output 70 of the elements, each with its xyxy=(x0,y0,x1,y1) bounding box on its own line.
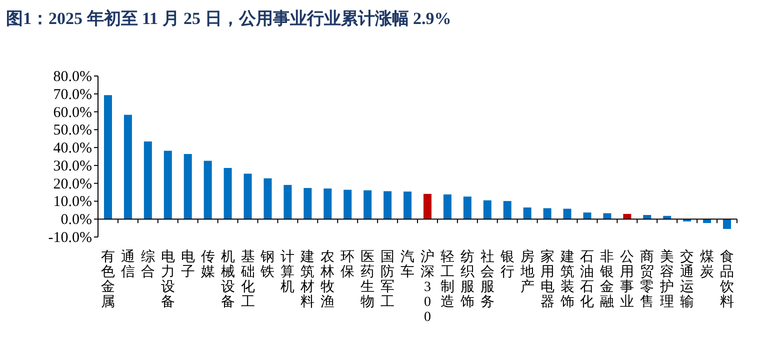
x-tick-label: 社会服务 xyxy=(480,249,494,310)
x-tick-label: 通信 xyxy=(120,249,135,280)
bar xyxy=(404,192,412,220)
x-tick-label: 建筑材料 xyxy=(300,249,315,310)
x-tick-label: 沪深300 xyxy=(420,249,434,325)
y-tick-label: 40.0% xyxy=(53,140,92,157)
bar xyxy=(503,201,512,220)
x-tick-label: 钢铁 xyxy=(260,249,275,280)
bar xyxy=(164,150,172,220)
x-tick-label: 基础化工 xyxy=(240,249,255,310)
x-tick-label: 汽车 xyxy=(400,249,415,280)
bar xyxy=(523,207,532,220)
y-tick-label: -10.0% xyxy=(48,230,92,246)
x-tick-label: 美容护理 xyxy=(659,249,674,310)
bar xyxy=(124,114,132,220)
x-tick-label: 农林牧渔 xyxy=(320,249,335,310)
bar xyxy=(144,141,152,220)
bar xyxy=(204,160,212,220)
bar xyxy=(184,154,192,220)
x-tick-label: 电子 xyxy=(180,249,195,280)
x-tick-label: 房地产 xyxy=(519,249,534,295)
bar xyxy=(603,213,612,220)
x-tick-label: 交通运输 xyxy=(680,249,694,310)
x-tick-label: 纺织服饰 xyxy=(459,249,474,310)
x-tick-label: 计算机 xyxy=(280,249,295,295)
x-tick-label: 非银金融 xyxy=(599,249,614,310)
y-tick-label: 0.0% xyxy=(60,212,92,228)
bar xyxy=(583,212,592,220)
y-tick-label: 10.0% xyxy=(53,194,92,210)
x-tick-label: 石油石化 xyxy=(580,250,594,310)
x-tick-label: 传媒 xyxy=(200,249,215,280)
x-tick-label: 有色金属 xyxy=(100,249,115,310)
y-tick-label: 20.0% xyxy=(53,176,92,192)
bar xyxy=(244,174,252,220)
x-tick-label: 公用事业 xyxy=(620,249,634,310)
x-tick-label: 电力设备 xyxy=(160,249,175,310)
bar xyxy=(543,208,552,220)
bar xyxy=(104,95,112,220)
bar xyxy=(344,190,352,220)
x-tick-label: 国防军工 xyxy=(380,250,395,310)
bar xyxy=(264,178,272,220)
bar xyxy=(284,184,292,220)
x-tick-label: 综合 xyxy=(140,249,155,280)
bar xyxy=(304,188,312,220)
x-tick-label: 银行 xyxy=(499,249,514,280)
bar xyxy=(224,168,232,220)
bar xyxy=(364,190,372,220)
bar xyxy=(723,219,732,229)
x-tick-label: 环保 xyxy=(340,250,355,280)
bar xyxy=(483,200,492,220)
y-tick-label: 60.0% xyxy=(53,104,92,121)
bar xyxy=(423,194,432,220)
bar xyxy=(443,194,452,220)
bar xyxy=(463,196,472,220)
x-tick-label: 商贸零售 xyxy=(640,249,654,310)
bar xyxy=(563,208,572,220)
x-tick-label: 建筑装饰 xyxy=(559,249,574,310)
bar xyxy=(384,191,392,220)
x-tick-label: 煤炭 xyxy=(700,249,714,280)
x-tick-label: 机械设备 xyxy=(220,249,235,310)
y-tick-label: 50.0% xyxy=(53,122,92,139)
x-tick-label: 食品饮料 xyxy=(719,249,734,310)
x-tick-label: 医药生物 xyxy=(360,250,375,310)
y-tick-label: 70.0% xyxy=(53,86,92,103)
x-tick-label: 家用电器 xyxy=(540,249,554,310)
x-tick-label: 轻工制造 xyxy=(440,249,454,310)
y-tick-label: 80.0% xyxy=(53,69,92,85)
chart-title: 图1：2025 年初至 11 月 25 日，公用事业行业累计涨幅 2.9% xyxy=(6,9,452,28)
y-tick-label: 30.0% xyxy=(53,158,92,174)
bar xyxy=(324,188,332,220)
